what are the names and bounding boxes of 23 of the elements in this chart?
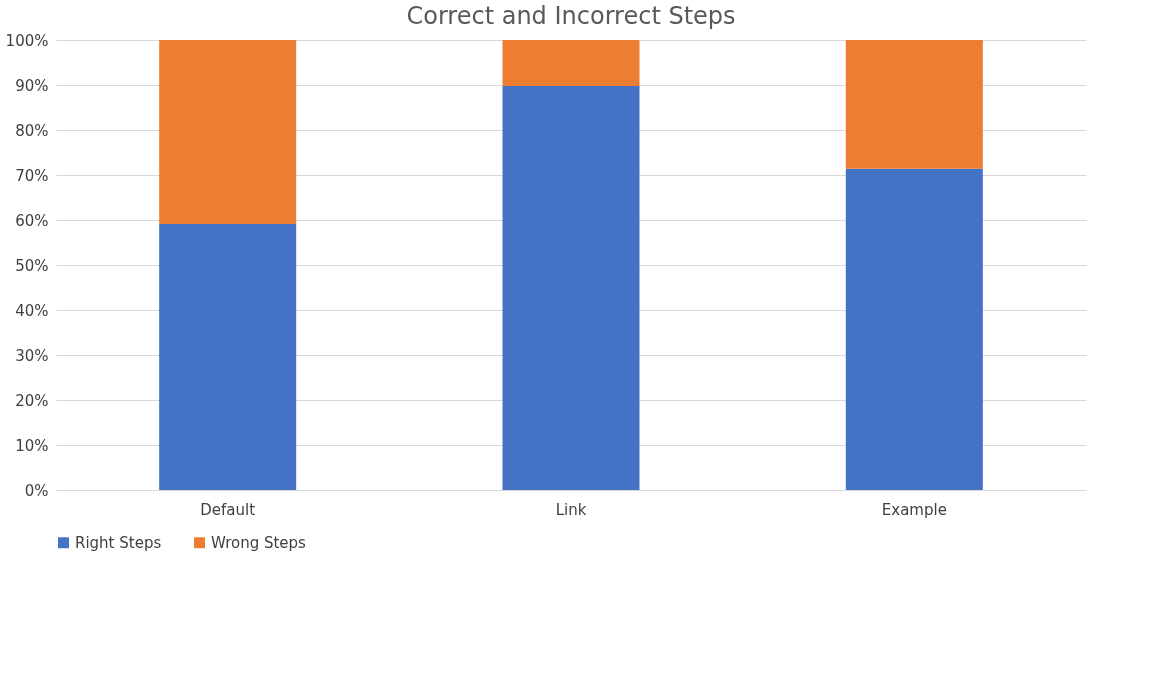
y-tick-label: 60% <box>15 211 49 230</box>
y-tick-label: 40% <box>15 301 49 320</box>
bar <box>845 168 983 490</box>
y-tick-label: 80% <box>15 121 49 140</box>
bar <box>502 85 640 490</box>
y-tick-label: 20% <box>15 391 49 410</box>
y-tick-label: 10% <box>15 436 49 455</box>
bar <box>502 40 640 86</box>
bar <box>159 224 297 490</box>
bar <box>845 40 983 169</box>
legend-label: Wrong Steps <box>211 533 307 552</box>
x-tick-label: Link <box>555 500 587 519</box>
x-tick-label: Default <box>200 500 256 519</box>
y-tick-label: 50% <box>15 256 49 275</box>
y-tick-label: 100% <box>5 31 49 50</box>
y-tick-label: 90% <box>15 76 49 95</box>
legend-label: Right Steps <box>75 533 162 552</box>
bar <box>159 40 297 225</box>
y-tick-label: 30% <box>15 346 49 365</box>
chart-title: Correct and Incorrect Steps <box>406 2 736 30</box>
y-tick-label: 0% <box>24 481 49 500</box>
y-tick-label: 70% <box>15 166 49 185</box>
x-tick-label: Example <box>881 500 947 519</box>
